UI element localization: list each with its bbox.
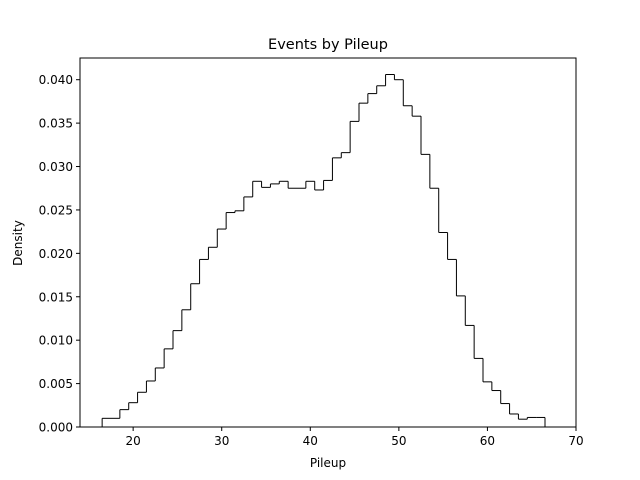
y-tick-label: 0.030 — [39, 160, 73, 174]
x-tick-label: 20 — [126, 434, 141, 448]
x-tick-label: 30 — [214, 434, 229, 448]
y-tick-label: 0.015 — [39, 290, 73, 304]
y-tick-label: 0.000 — [39, 421, 73, 435]
axes-frame — [79, 57, 577, 428]
x-tick-label: 70 — [568, 434, 583, 448]
y-tick-label: 0.005 — [39, 377, 73, 391]
x-tick-label: 60 — [480, 434, 495, 448]
y-tick-label: 0.025 — [39, 203, 73, 217]
y-tick-label: 0.020 — [39, 247, 73, 261]
chart-title: Events by Pileup — [268, 37, 388, 53]
plot-area: 20 30 40 50 60 70 0.000 0.005 0.010 0.015 0.020 0.0… — [39, 57, 584, 448]
x-tick-label: 50 — [391, 434, 406, 448]
x-axis-label: Pileup — [310, 456, 346, 470]
y-axis-label: Density — [11, 220, 25, 266]
y-tick-label: 0.035 — [39, 117, 73, 131]
y-tick-label: 0.040 — [39, 73, 73, 87]
x-tick-label: 40 — [303, 434, 318, 448]
y-tick-label: 0.010 — [39, 334, 73, 348]
